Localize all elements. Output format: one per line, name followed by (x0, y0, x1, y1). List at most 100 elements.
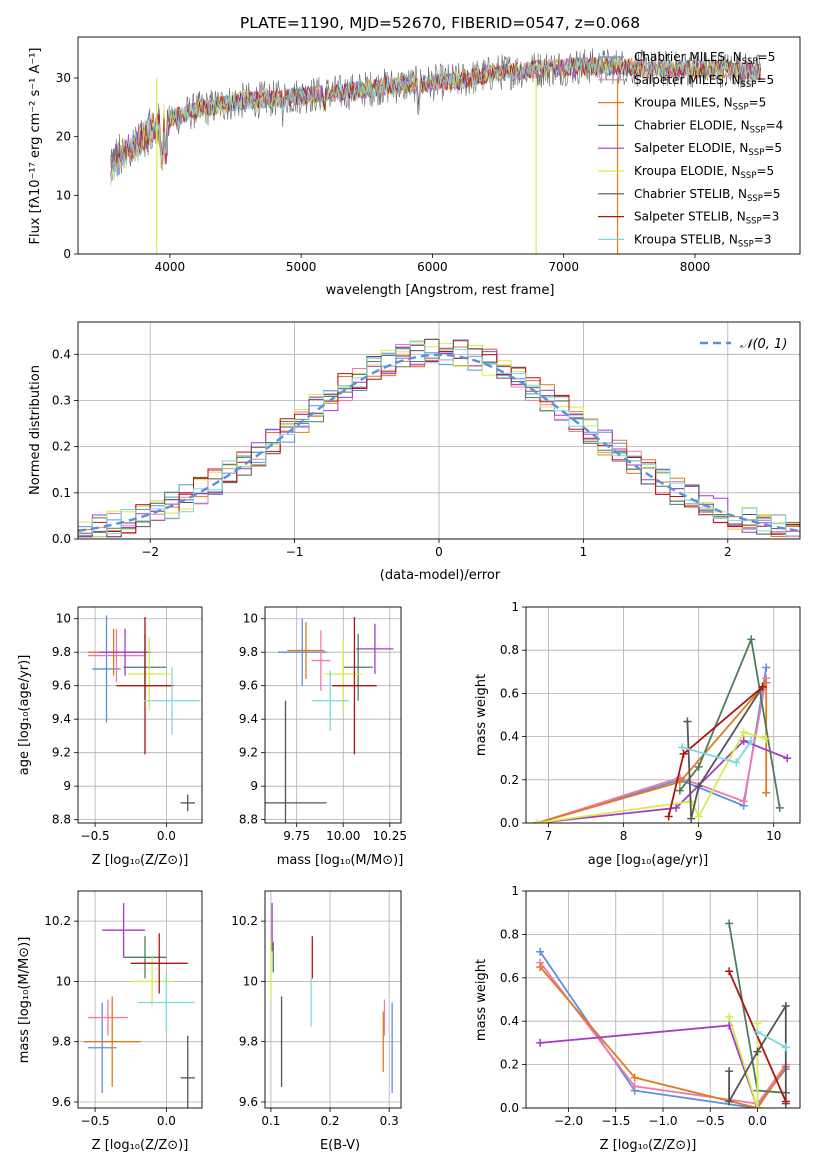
residuals-xtick-label: −2 (141, 545, 159, 559)
age_vs_z-ytick-label: 10 (56, 612, 71, 626)
mass_vs_ebv-xtick-label: 0.2 (320, 1114, 339, 1128)
weight_vs_age-marker (533, 819, 542, 823)
legend-value: =3 (762, 210, 780, 224)
weight-vs-age-ylabel: mass weight (474, 674, 489, 756)
spectrum-ytick-label: 30 (56, 71, 71, 85)
age_vs_mass-ytick-label: 9.4 (239, 712, 258, 726)
age-vs-mass-xlabel: mass [log₁₀(M/M⊙)] (277, 853, 404, 868)
age_vs_z-ytick-label: 8.8 (52, 813, 71, 827)
weight_vs_age-ytick-label: 0.8 (500, 643, 519, 657)
age_vs_mass-frame (264, 606, 402, 824)
legend-value: =5 (763, 187, 781, 201)
weight_vs_age-marker (683, 717, 692, 726)
legend-value: =5 (749, 96, 767, 110)
age_vs_mass-ytick-label: 8.8 (239, 813, 258, 827)
residuals-ytick-label: 0.4 (52, 347, 71, 361)
weight_vs_z-marker (630, 1073, 639, 1082)
mass-vs-ebv-panel: 0.1 0.2 0.3 9.6 9.8 10 10.2 (231, 890, 402, 1128)
weight_vs_age-ytick-label: 1 (511, 600, 519, 614)
normal-legend-label: 𝒩(0, 1) (740, 337, 787, 352)
age-vs-z-panel: −0.5 0.0 8.8 9 9.2 9.4 9.6 9.8 10 (52, 606, 203, 843)
figure-title: PLATE=1190, MJD=52670, FIBERID=0547, z=0… (240, 14, 640, 32)
mass_vs_z-xtick-label: −0.5 (81, 1114, 110, 1128)
residuals-ytick-label: 0.2 (52, 440, 71, 454)
legend-value: =5 (756, 73, 774, 87)
legend-entry-main: Kroupa ELODIE, N (634, 164, 741, 178)
spectrum-ytick-label: 10 (56, 188, 71, 202)
residuals-ylabel: Normed distribution (28, 365, 43, 495)
mass_vs_z-ytick-label: 10 (56, 974, 71, 988)
weight-vs-z-ylabel: mass weight (474, 959, 489, 1041)
weight_vs_age-marker (775, 803, 784, 812)
weight_vs_z-marker (751, 1104, 760, 1108)
legend-entry-main: Salpeter ELODIE, N (634, 141, 748, 155)
age_vs_z-plot-area (87, 615, 201, 812)
spectrum-plot-area (110, 48, 761, 254)
weight_vs_z-marker (725, 1067, 734, 1076)
legend-entry-salpeter-miles: Salpeter MILES, NSSP=5 (634, 73, 774, 90)
weight_vs_z-ytick-label: 0.0 (500, 1101, 519, 1115)
weight_vs_z-marker (725, 1097, 734, 1106)
mass_vs_z-frame (77, 890, 203, 1109)
weight_vs_z-ytick-label: 0.2 (500, 1058, 519, 1072)
weight_vs_age-marker (732, 758, 741, 767)
age_vs_mass-ytick-label: 9.6 (239, 679, 258, 693)
weight_vs_age-series-chabrier-miles (537, 667, 768, 823)
age_vs_z-frame (77, 606, 203, 824)
weight_vs_z-marker (725, 919, 734, 928)
legend-entry-chabrier-miles: Chabrier MILES, NSSP=5 (634, 50, 775, 67)
legend-entry-main: Chabrier STELIB, N (634, 187, 747, 201)
age_vs_z-ytick-label: 9.6 (52, 679, 71, 693)
legend-value: =5 (758, 50, 776, 64)
weight_vs_z-marker (781, 1097, 790, 1106)
spectrum-xtick-label: 6000 (417, 260, 448, 274)
weight_vs_z-marker (781, 1002, 790, 1011)
residuals-panel: −2 −1 0 1 2 0.0 0.1 0.2 0.3 0.4 𝒩(0, 1) (52, 321, 801, 559)
histogram-kroupa-stelib (78, 343, 800, 539)
weight_vs_age-xtick-label: 8 (620, 829, 628, 843)
legend-entry-main: Chabrier ELODIE, N (634, 118, 750, 132)
weight_vs_z-series-kroupa-stelib (757, 1031, 787, 1048)
age_vs_mass-ytick-label: 10 (243, 612, 258, 626)
age_vs_mass-xtick-label: 10.25 (373, 829, 407, 843)
legend-subscript: SSP (747, 194, 763, 204)
weight_vs_z-marker (781, 1043, 790, 1052)
weight_vs_age-marker (747, 635, 756, 644)
weight_vs_z-frame (525, 890, 801, 1109)
mass_vs_z-xtick-label: 0.0 (157, 1114, 176, 1128)
age_vs_mass-ytick-label: 9.2 (239, 746, 258, 760)
legend-subscript: SSP (738, 239, 754, 249)
residuals-xlabel: (data-model)/error (380, 568, 501, 583)
weight_vs_age-xtick-label: 9 (695, 829, 703, 843)
weight_vs_age-marker (762, 678, 771, 687)
legend-subscript: SSP (748, 148, 764, 158)
weight_vs_z-xtick-label: −1.0 (648, 1114, 677, 1128)
legend-entry-salpeter-elodie: Salpeter ELODIE, NSSP=5 (634, 141, 782, 158)
weight_vs_z-xtick-label: −1.5 (601, 1114, 630, 1128)
mass_vs_ebv-xtick-label: 0.1 (261, 1114, 280, 1128)
legend-entry-main: Salpeter STELIB, N (634, 210, 746, 224)
spectrum-xtick-label: 7000 (548, 260, 579, 274)
weight_vs_age-series-chabrier-stelib (686, 686, 764, 819)
legend-entry-chabrier-elodie: Chabrier ELODIE, NSSP=4 (634, 118, 783, 135)
weight_vs_age-frame (525, 606, 801, 824)
legend-value: =5 (764, 141, 782, 155)
spectrum-xtick-label: 4000 (155, 260, 186, 274)
weight_vs_z-marker (630, 1082, 639, 1091)
weight_vs_z-series-kroupa-miles (539, 966, 787, 1108)
legend-entry-main: Kroupa MILES, N (634, 96, 733, 110)
age_vs_mass-ytick-label: 9.8 (239, 645, 258, 659)
weight_vs_age-marker (783, 754, 792, 763)
spectrum-ytick-label: 20 (56, 130, 71, 144)
weight_vs_z-marker (753, 1104, 762, 1108)
weight_vs_age-ytick-label: 0.6 (500, 686, 519, 700)
age_vs_z-ytick-label: 9.4 (52, 712, 71, 726)
weight_vs_z-marker (753, 1019, 762, 1028)
legend-subscript: SSP (746, 217, 762, 227)
mass_vs_z-ytick-label: 9.6 (52, 1095, 71, 1109)
residuals-plot-area (78, 338, 800, 539)
weight_vs_z-series-salpeter-miles (539, 962, 787, 1105)
mass_vs_ebv-ytick-label: 9.8 (239, 1035, 258, 1049)
weight_vs_age-marker (679, 749, 688, 758)
weight_vs_age-xtick-label: 10 (766, 829, 781, 843)
